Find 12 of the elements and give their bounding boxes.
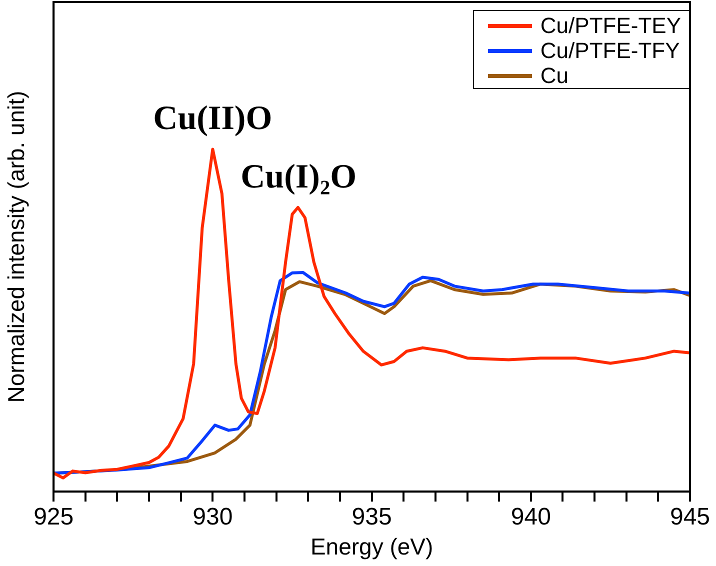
x-tick-label: 945 (670, 504, 710, 531)
x-tick-label: 935 (352, 504, 392, 531)
x-tick-label: 940 (510, 504, 551, 531)
annotation: Cu(II)O (153, 100, 272, 138)
legend-label: Cu (540, 63, 569, 88)
x-tick-label: 925 (34, 504, 74, 531)
annotation: Cu(I)₂O (240, 158, 357, 196)
y-axis-title: Normalized intensity (arb. unit) (3, 90, 30, 403)
x-tick-label: 930 (192, 504, 233, 531)
x-axis-title: Energy (eV) (310, 534, 434, 560)
legend-label: Cu/PTFE-TFY (540, 38, 680, 63)
legend-label: Cu/PTFE-TEY (540, 13, 681, 38)
